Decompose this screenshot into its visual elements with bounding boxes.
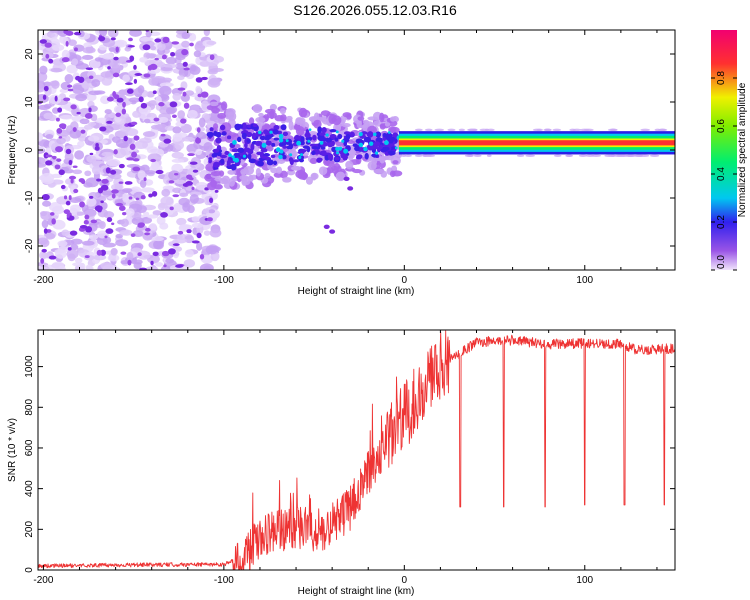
colorbar-tick-label: 0.0 bbox=[716, 255, 727, 269]
x-tick-label: 0 bbox=[402, 575, 408, 586]
snr-panel: -200 -100 0 100 0 200 400 600 800 1000 Height of… bbox=[7, 330, 675, 597]
heatmap-tone-band bbox=[399, 129, 675, 157]
snr-ylabel: SNR (10 * v/v) bbox=[7, 418, 18, 482]
y-tick-label: -10 bbox=[24, 190, 35, 205]
y-tick-label: 600 bbox=[24, 439, 35, 456]
y-tick-label: 20 bbox=[24, 48, 35, 60]
y-tick-label: 10 bbox=[24, 96, 35, 108]
snr-frame bbox=[38, 330, 675, 570]
heatmap-xlabel: Height of straight line (km) bbox=[298, 286, 415, 297]
y-tick-label: 1000 bbox=[24, 355, 35, 378]
x-tick-label: -200 bbox=[33, 275, 53, 286]
x-tick-label: 100 bbox=[576, 275, 593, 286]
colorbar-scale bbox=[711, 30, 737, 270]
y-tick-label: 0 bbox=[24, 567, 35, 573]
heatmap-ylabel: Frequency (Hz) bbox=[7, 116, 18, 185]
y-tick-label: 0 bbox=[24, 147, 35, 153]
colorbar-tick-label: 0.6 bbox=[716, 119, 727, 133]
x-tick-label: 0 bbox=[402, 275, 408, 286]
x-tick-label: -100 bbox=[214, 275, 234, 286]
x-tick-label: 100 bbox=[576, 575, 593, 586]
colorbar-tick-label: 0.2 bbox=[716, 215, 727, 229]
x-tick-label: -200 bbox=[33, 575, 53, 586]
colorbar-tick-label: 0.4 bbox=[716, 167, 727, 181]
colorbar: 0.0 0.2 0.4 0.6 0.8 Normalized spectral ampl… bbox=[711, 30, 748, 270]
y-tick-label: 800 bbox=[24, 399, 35, 416]
x-tick-label: -100 bbox=[214, 575, 234, 586]
chart-canvas: -200 -100 0 100 20100-10-20 Height of strai… bbox=[0, 0, 750, 600]
snr-xlabel: Height of straight line (km) bbox=[298, 586, 415, 597]
y-tick-label: -20 bbox=[24, 238, 35, 253]
colorbar-label: Normalized spectral amplitude bbox=[737, 82, 748, 217]
y-tick-label: 400 bbox=[24, 480, 35, 497]
y-tick-label: 200 bbox=[24, 521, 35, 538]
colorbar-tick-label: 0.8 bbox=[716, 71, 727, 85]
